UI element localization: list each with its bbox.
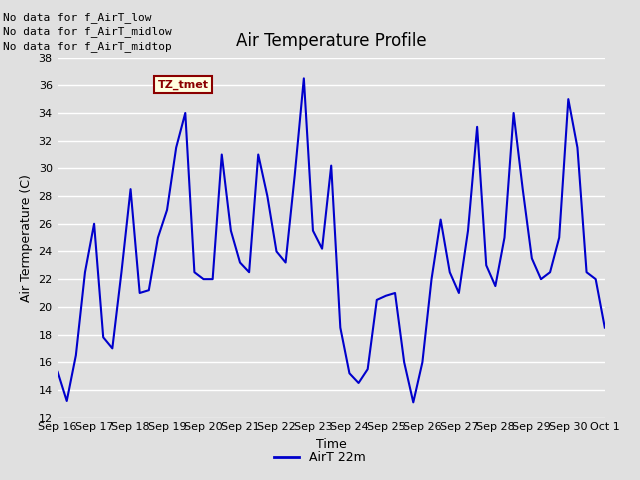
Text: TZ_tmet: TZ_tmet <box>157 80 209 90</box>
Text: No data for f_AirT_midlow: No data for f_AirT_midlow <box>3 26 172 37</box>
Y-axis label: Air Termperature (C): Air Termperature (C) <box>20 174 33 301</box>
X-axis label: Time: Time <box>316 438 347 451</box>
Text: No data for f_AirT_low: No data for f_AirT_low <box>3 12 152 23</box>
Legend: AirT 22m: AirT 22m <box>269 446 371 469</box>
Title: Air Temperature Profile: Air Temperature Profile <box>236 33 426 50</box>
Text: No data for f_AirT_midtop: No data for f_AirT_midtop <box>3 41 172 52</box>
